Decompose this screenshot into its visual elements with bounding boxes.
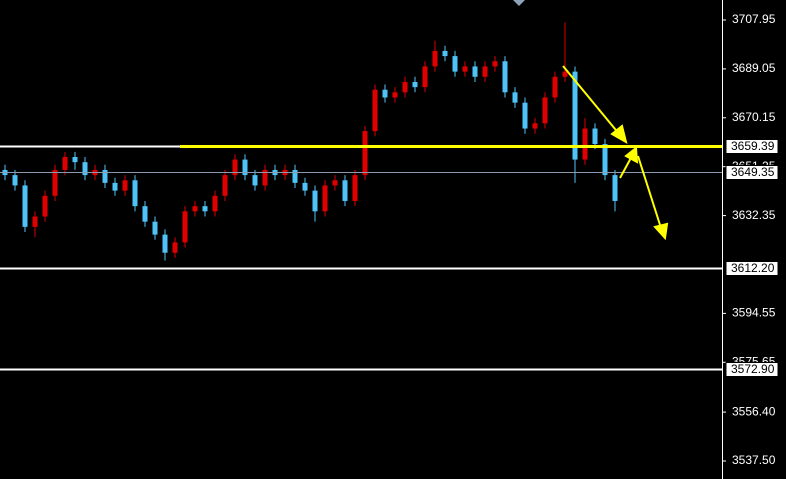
candle-body — [402, 81, 408, 93]
candle-body — [42, 195, 48, 217]
candle-body — [312, 190, 318, 212]
candle-body — [192, 206, 198, 212]
level-label: 3659.39 — [731, 139, 775, 153]
candle-body — [422, 66, 428, 88]
candle-body — [512, 92, 518, 103]
candle-body — [412, 81, 418, 88]
candle-body — [392, 92, 398, 98]
y-tick-label: 3707.95 — [732, 12, 776, 26]
candle-body — [432, 50, 438, 67]
level-label: 3649.35 — [731, 165, 775, 179]
candle-body — [252, 175, 258, 186]
candle-body — [592, 128, 598, 145]
candle-body — [142, 206, 148, 222]
candle-body — [462, 66, 468, 72]
candle-body — [442, 50, 448, 57]
level-label-box — [725, 139, 779, 154]
price-axis: 3707.953689.053670.153651.253632.353594.… — [722, 12, 779, 467]
candle-body — [482, 66, 488, 77]
candle-body — [502, 61, 508, 93]
candle-body — [222, 175, 228, 196]
candle-body — [172, 242, 178, 253]
arrow-head — [610, 124, 628, 145]
candle-body — [72, 156, 78, 163]
candle-body — [612, 175, 618, 201]
candle-body — [352, 175, 358, 201]
candle-body — [212, 195, 218, 212]
candle-body — [532, 123, 538, 129]
y-tick-label: 3537.50 — [732, 453, 776, 467]
candle-body — [62, 156, 68, 170]
candle-body — [82, 162, 88, 176]
y-tick-label: 3632.35 — [732, 208, 776, 222]
scroll-marker — [513, 0, 525, 6]
candle-body — [102, 169, 108, 183]
y-tick-label: 3556.40 — [732, 404, 776, 418]
candle-body — [232, 159, 238, 176]
arrow-head — [624, 146, 639, 164]
candle-body — [332, 180, 338, 186]
candle-body — [582, 128, 588, 160]
level-label-box — [725, 165, 779, 180]
candle-body — [202, 206, 208, 212]
candle-body — [132, 180, 138, 207]
annotation-arrows — [562, 65, 669, 241]
y-tick-label: 3689.05 — [732, 61, 776, 75]
candle-body — [12, 175, 18, 186]
candle-body — [452, 56, 458, 72]
candle-body — [522, 102, 528, 129]
candle-body — [492, 61, 498, 67]
level-label: 3572.90 — [731, 362, 775, 376]
candle-body — [262, 169, 268, 186]
candle-body — [292, 169, 298, 183]
candle-body — [572, 71, 578, 160]
y-tick-label: 3594.55 — [732, 306, 776, 320]
candle-body — [242, 159, 248, 176]
candle-body — [342, 180, 348, 201]
candle-body — [552, 76, 558, 98]
arrow — [562, 65, 621, 136]
arrow — [637, 155, 662, 229]
candle-body — [302, 182, 308, 191]
candle-body — [562, 71, 568, 77]
candle-body — [602, 144, 608, 176]
level-label-box — [725, 261, 779, 276]
level-label: 3612.20 — [731, 261, 775, 275]
candle-body — [152, 221, 158, 235]
candle-body — [112, 182, 118, 191]
candle-body — [322, 185, 328, 212]
candle-body — [382, 89, 388, 98]
candle-body — [472, 66, 478, 77]
candle-body — [182, 211, 188, 243]
candle-body — [542, 97, 548, 124]
candle-body — [362, 131, 368, 176]
candle-body — [122, 180, 128, 191]
candle-body — [162, 234, 168, 253]
plot-area — [0, 22, 722, 371]
arrow-head — [653, 222, 669, 241]
candle-body — [32, 216, 38, 227]
candle-body — [52, 169, 58, 196]
level-label-box — [725, 362, 779, 377]
candle-body — [22, 185, 28, 227]
arrow — [619, 155, 633, 179]
candle-body — [372, 89, 378, 132]
y-tick-label: 3670.15 — [732, 110, 776, 124]
